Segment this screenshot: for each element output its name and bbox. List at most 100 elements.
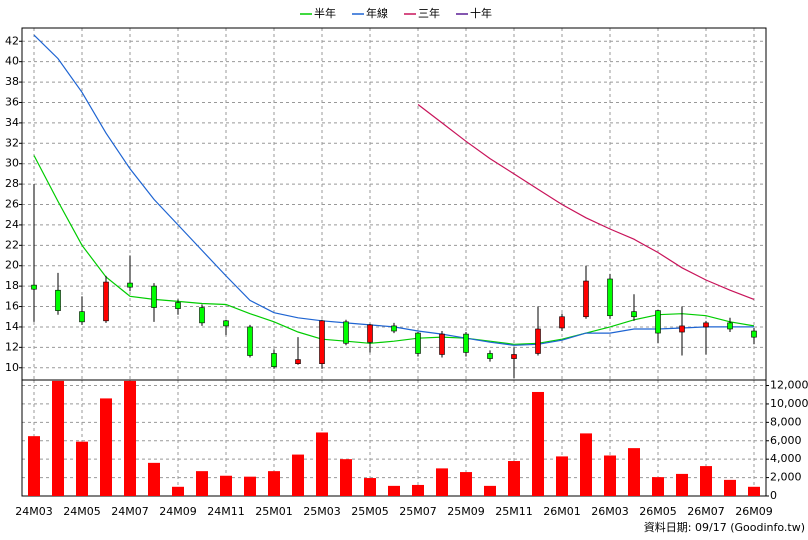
y-tick-label: 38: [5, 75, 19, 88]
annotation: 資料日期: 09/17 (Goodinfo.tw): [644, 520, 805, 534]
candle-body: [511, 354, 517, 359]
volume-bar: [388, 485, 400, 496]
candle-body: [127, 282, 133, 288]
volume-bar: [604, 455, 616, 496]
volume-bar: [316, 432, 328, 496]
y-tick-label: 18: [5, 279, 19, 292]
legend-label: 十年: [470, 6, 492, 20]
volume-bar: [196, 471, 208, 496]
y-tick-label: 20: [5, 259, 19, 272]
y-tick-label: 10: [5, 361, 19, 374]
volume-bar: [436, 468, 448, 496]
candle-body: [727, 322, 733, 330]
candle-body: [607, 278, 613, 317]
y2-tick-label: 12,000: [770, 379, 808, 392]
y2-tick-label: 10,000: [770, 397, 808, 410]
y-tick-label: 40: [5, 55, 19, 68]
x-tick-label: 25M05: [351, 505, 389, 518]
volume-bar: [580, 433, 592, 496]
candle-body: [223, 320, 229, 327]
candle-body: [271, 353, 277, 368]
moving-average-line: [417, 104, 755, 300]
candle-body: [175, 302, 181, 309]
volume-bar: [244, 476, 256, 496]
candle-body: [199, 307, 205, 324]
volume-bar: [724, 479, 736, 496]
candle-body: [679, 325, 685, 333]
x-tick-label: 26M01: [543, 505, 581, 518]
volume-bar: [76, 441, 88, 496]
volume-bar: [748, 486, 760, 496]
legend-label: 三年: [418, 6, 440, 20]
x-tick-label: 24M03: [15, 505, 53, 518]
candle-body: [103, 281, 109, 322]
candle-body: [343, 321, 349, 344]
y-tick-label: 32: [5, 136, 19, 149]
volume-bar: [292, 454, 304, 496]
candle-body: [151, 285, 157, 308]
volume-bar: [676, 473, 688, 496]
y-tick-label: 28: [5, 177, 19, 190]
y-tick-label: 42: [5, 34, 19, 47]
volume-bar: [100, 398, 112, 496]
x-tick-label: 25M07: [399, 505, 437, 518]
volume-bar: [460, 472, 472, 496]
volume-bar: [52, 380, 64, 496]
candle-body: [31, 284, 37, 290]
y-tick-label: 14: [5, 320, 19, 333]
candle-body: [487, 353, 493, 359]
volume-bar: [412, 484, 424, 496]
x-tick-label: 24M07: [111, 505, 149, 518]
volume-bar: [364, 478, 376, 496]
legend-label: 年線: [366, 6, 388, 20]
candle-body: [319, 320, 325, 364]
x-tick-label: 24M11: [207, 505, 245, 518]
x-tick-label: 25M09: [447, 505, 485, 518]
y-tick-label: 36: [5, 95, 19, 108]
volume-bar: [556, 456, 568, 496]
x-tick-label: 26M09: [735, 505, 773, 518]
x-tick-label: 26M03: [591, 505, 629, 518]
candle-body: [391, 325, 397, 332]
y2-tick-label: 8,000: [770, 415, 802, 428]
x-tick-label: 25M03: [303, 505, 341, 518]
candle-body: [247, 326, 253, 356]
candle-body: [655, 310, 661, 334]
y2-tick-label: 0: [770, 489, 777, 502]
volume-bar: [28, 436, 40, 496]
y2-tick-label: 6,000: [770, 434, 802, 447]
candle-body: [295, 359, 301, 364]
candle-body: [439, 333, 445, 355]
volume-bar: [700, 466, 712, 496]
volume-bar: [172, 486, 184, 496]
x-tick-label: 25M11: [495, 505, 533, 518]
y-tick-label: 34: [5, 116, 19, 129]
candle-body: [535, 328, 541, 354]
volume-bar: [268, 471, 280, 496]
volume-bar: [628, 448, 640, 496]
candle-body: [583, 280, 589, 318]
y-tick-label: 30: [5, 157, 19, 170]
volume-bar: [220, 475, 232, 496]
candle-body: [559, 316, 565, 329]
x-tick-label: 26M07: [687, 505, 725, 518]
candle-body: [55, 289, 61, 311]
y-tick-label: 22: [5, 238, 19, 251]
candle-body: [79, 311, 85, 323]
candle-body: [367, 324, 373, 343]
y-tick-label: 12: [5, 340, 19, 353]
x-tick-label: 25M01: [255, 505, 293, 518]
x-tick-label: 24M09: [159, 505, 197, 518]
y-tick-label: 16: [5, 300, 19, 313]
x-tick-label: 24M05: [63, 505, 101, 518]
y-tick-label: 26: [5, 198, 19, 211]
legend-label: 半年: [314, 6, 336, 20]
volume-bar: [340, 459, 352, 496]
volume-bar: [652, 477, 664, 496]
volume-bar: [484, 485, 496, 496]
y2-tick-label: 2,000: [770, 471, 802, 484]
y-tick-label: 24: [5, 218, 19, 231]
candle-body: [751, 330, 757, 338]
